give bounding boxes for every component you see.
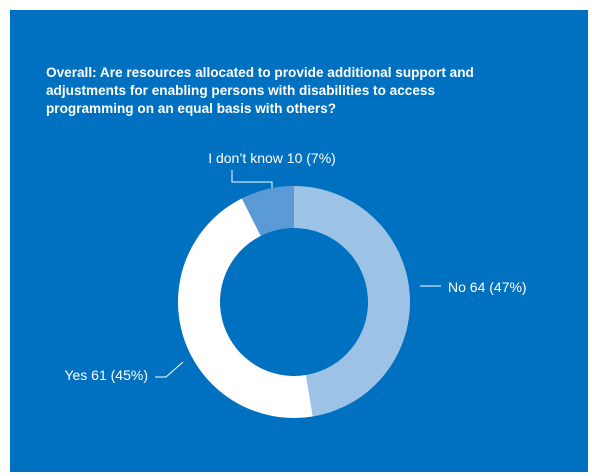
- title-line-3: programming on an equal basis with other…: [46, 101, 337, 116]
- title-line-1: Overall: Are resources allocated to prov…: [46, 65, 474, 80]
- slice-dont-know: [241, 186, 294, 236]
- leader-yes: [155, 361, 184, 378]
- label-yes: Yes 61 (45%): [64, 367, 148, 383]
- title-line-2: adjustments for enabling persons with di…: [46, 83, 436, 98]
- slice-no: [294, 186, 410, 417]
- leader-dont-know: [231, 170, 273, 188]
- label-dont-know: I don’t know 10 (7%): [208, 150, 336, 166]
- chart-title: Overall: Are resources allocated to prov…: [46, 64, 546, 118]
- slice-yes: [178, 198, 313, 418]
- label-no: No 64 (47%): [448, 279, 527, 295]
